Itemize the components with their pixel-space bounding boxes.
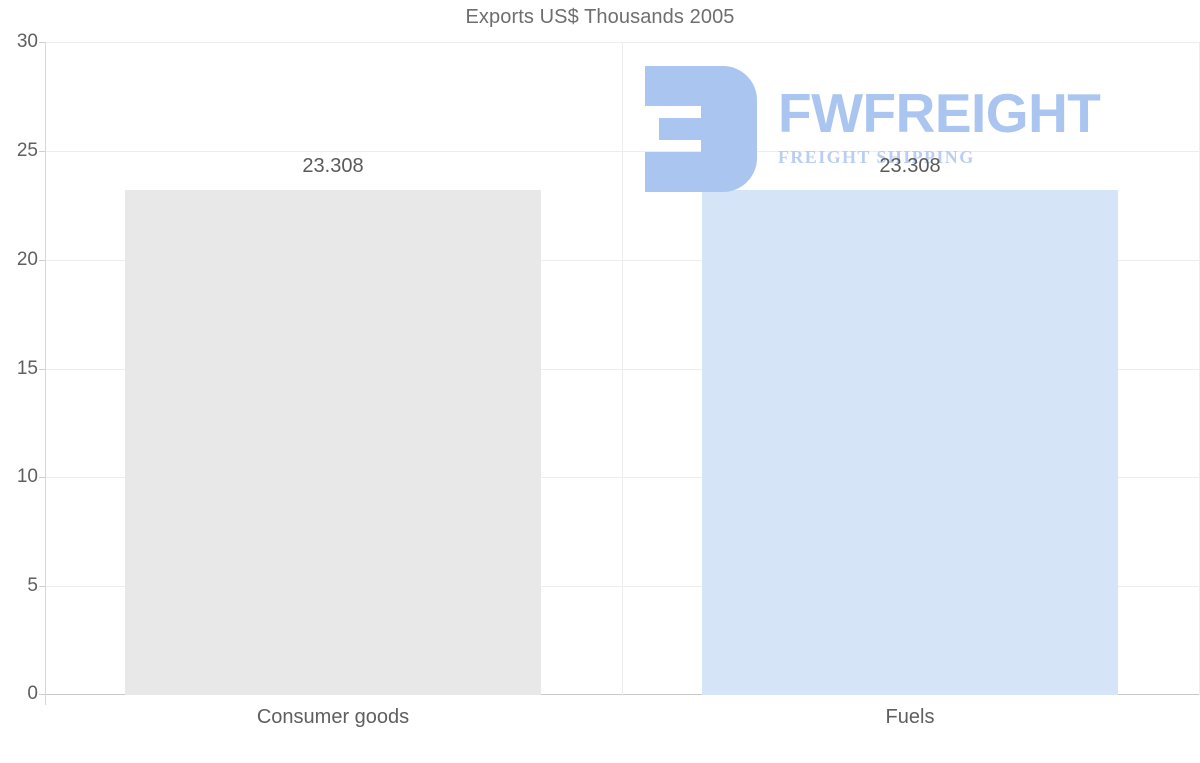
chart-title: Exports US$ Thousands 2005 <box>465 6 735 28</box>
bar-consumer-goods <box>125 190 541 695</box>
y-axis-label-25: 25 <box>16 140 38 161</box>
y-axis-line <box>45 42 46 705</box>
y-tick-mark-15 <box>39 369 45 370</box>
gridline-x-center <box>622 42 623 695</box>
y-axis-label-30: 30 <box>16 31 38 52</box>
bar-value-label-consumer-goods: 23.308 <box>302 155 364 177</box>
y-axis-label-0: 0 <box>27 683 38 704</box>
y-axis-label-20: 20 <box>16 249 38 270</box>
y-tick-mark-20 <box>39 260 45 261</box>
y-tick-mark-30 <box>39 42 45 43</box>
x-axis-label-consumer-goods: Consumer goods <box>256 706 410 728</box>
y-tick-mark-10 <box>39 477 45 478</box>
y-axis-labels: 30 25 20 15 10 5 0 <box>0 0 38 763</box>
plot-area <box>45 42 1200 695</box>
y-tick-mark-5 <box>39 586 45 587</box>
bar-fuels <box>702 190 1118 695</box>
y-axis-label-15: 15 <box>16 358 38 379</box>
y-tick-mark-0 <box>39 694 45 695</box>
y-tick-mark-25 <box>39 151 45 152</box>
bar-value-label-fuels: 23.308 <box>879 155 941 177</box>
x-axis-label-fuels: Fuels <box>885 706 935 728</box>
y-axis-label-10: 10 <box>16 466 38 487</box>
y-axis-label-5: 5 <box>27 575 38 596</box>
